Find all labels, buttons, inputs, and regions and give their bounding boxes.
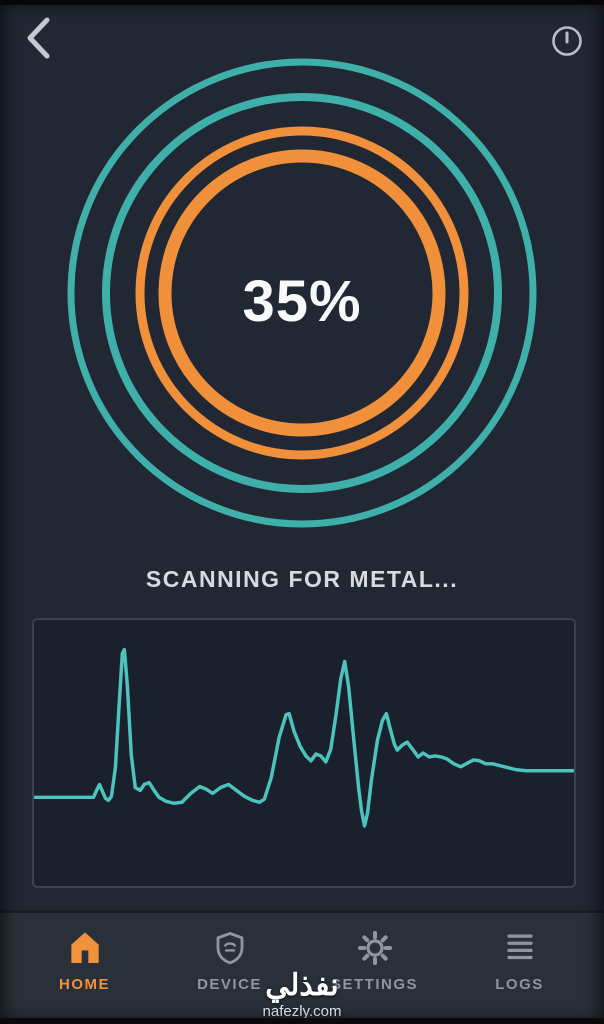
back-button[interactable] (16, 14, 60, 66)
scanner-rings (67, 58, 537, 528)
screen-edge-top (0, 0, 604, 5)
chevron-left-icon (23, 15, 53, 66)
nav-item-device[interactable]: DEVICE (170, 927, 290, 993)
bottom-nav: HOME DEVICE (0, 910, 604, 1024)
nav-label-home: HOME (59, 976, 110, 993)
home-icon (65, 927, 105, 969)
scan-status-text: SCANNING FOR METAL... (145, 566, 459, 592)
device-icon (211, 927, 249, 969)
waveform-chart (34, 647, 574, 828)
power-icon (546, 20, 588, 67)
nav-label-logs: LOGS (495, 976, 544, 993)
nav-item-logs[interactable]: LOGS (460, 927, 580, 993)
nav-label-device: DEVICE (197, 976, 262, 993)
logs-icon (501, 927, 539, 969)
screen-edge-bottom (0, 1018, 604, 1024)
nav-label-settings: SETTINGS (330, 976, 418, 993)
settings-icon (355, 927, 395, 969)
signal-waveform-panel (32, 618, 576, 888)
nav-item-settings[interactable]: SETTINGS (315, 927, 435, 993)
power-button[interactable] (544, 20, 590, 66)
nav-item-home[interactable]: HOME (25, 927, 145, 993)
progress-percent-label: 35% (242, 269, 362, 334)
